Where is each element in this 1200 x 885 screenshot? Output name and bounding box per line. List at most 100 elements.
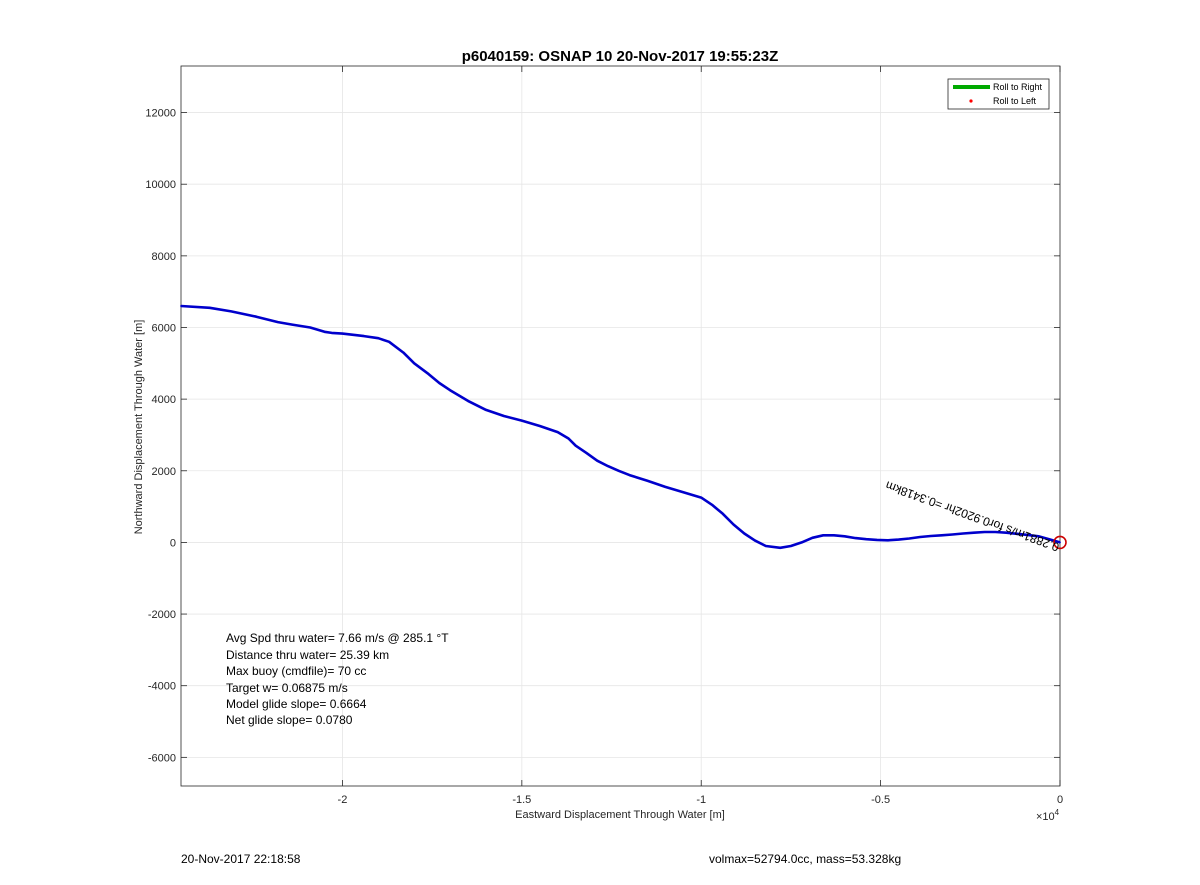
series-point [585, 451, 588, 454]
series-point [1026, 533, 1029, 536]
x-multiplier-exp: 4 [1055, 808, 1060, 817]
x-tick-label: -1 [696, 794, 706, 806]
x-tick-label: -0.5 [871, 794, 890, 806]
series-point [276, 321, 279, 324]
y-tick-label: 10000 [145, 179, 176, 191]
series-point [1048, 538, 1051, 541]
series-point [1016, 532, 1018, 535]
series-point [291, 323, 294, 326]
x-multiplier: ×104 [1036, 808, 1060, 823]
y-tick-label: -4000 [148, 681, 176, 693]
series-line-roll-right [180, 304, 1061, 550]
series-point [743, 532, 746, 535]
series-point [897, 538, 900, 541]
legend-label-roll-left: Roll to Left [993, 96, 1037, 106]
series-point [485, 408, 487, 411]
series-point [180, 305, 182, 307]
series-point [800, 541, 803, 544]
current-vector-label: 0.2881m/s for0.9202hr =0.3418km [884, 478, 1062, 554]
series-point [811, 536, 814, 539]
series-point [1059, 541, 1061, 544]
series-point [1037, 535, 1040, 538]
x-axis-label: Eastward Displacement Through Water [m] [515, 809, 725, 821]
y-tick-label: -6000 [148, 752, 176, 764]
series-point [983, 531, 986, 533]
series-point [230, 310, 233, 313]
series-point [940, 534, 943, 537]
series-point [700, 496, 703, 499]
series-point [754, 539, 756, 542]
series-point [255, 315, 258, 318]
series-point [607, 465, 609, 468]
series-point [330, 331, 333, 334]
stat-max-buoy: Max buoy (cmdfile)= 70 cc [226, 664, 366, 678]
legend-box [947, 78, 1050, 110]
series-point [502, 415, 505, 417]
series-point [711, 503, 713, 506]
footer-volmax: volmax=52794.0cc, mass=53.328kg [709, 852, 902, 866]
footer-timestamp: 20-Nov-2017 22:18:58 [181, 852, 301, 866]
series-point [363, 335, 365, 337]
series-point [972, 531, 975, 534]
series-point [467, 400, 469, 402]
series-point [323, 330, 326, 333]
series-point [520, 419, 523, 422]
series-point [865, 538, 868, 541]
y-tick-label: 2000 [152, 466, 176, 478]
series-point [567, 437, 570, 440]
series-point [664, 485, 667, 488]
series-point [994, 531, 997, 533]
stat-avg-speed: Avg Spd thru water= 7.66 m/s @ 285.1 °T [226, 631, 449, 645]
grid [181, 66, 1061, 786]
series-point [843, 535, 846, 538]
series-point [919, 536, 921, 538]
series-point [309, 326, 312, 329]
y-axis-label: Northward Displacement Through Water [m] [133, 320, 145, 535]
series-point [876, 539, 878, 541]
series-point [556, 431, 559, 433]
y-tick-label: 12000 [145, 108, 176, 120]
series-point [833, 534, 835, 537]
y-tick-label: -2000 [148, 609, 176, 621]
series-point [574, 444, 577, 447]
series-point [951, 533, 954, 536]
series-point [764, 545, 767, 547]
x-tick-label: -2 [338, 794, 348, 806]
y-tick-label: 6000 [152, 322, 176, 334]
stat-model-glide: Model glide slope= 0.6664 [226, 697, 367, 711]
series-layer [180, 304, 1067, 550]
series-point [854, 537, 857, 540]
series-point [886, 539, 889, 542]
y-tick-label: 8000 [152, 251, 176, 263]
stat-net-glide: Net glide slope= 0.0780 [226, 713, 353, 727]
series-point [732, 523, 735, 526]
series-point [721, 512, 724, 515]
series-point [388, 340, 390, 343]
ticks: -2 -1.5 -1 -0.5 0 -6000 -4000 -2000 0 2000 4000 600… [145, 66, 1063, 806]
legend-label-roll-right: Roll to Right [993, 82, 1043, 92]
legend-marker-roll-left [969, 99, 973, 103]
series-point [646, 479, 649, 482]
series-point [682, 491, 685, 494]
series-point [402, 351, 405, 354]
series-point [208, 306, 211, 309]
series-point [427, 373, 430, 375]
axes-box [180, 65, 1061, 787]
legend: Roll to Right Roll to Left [947, 78, 1050, 110]
start-marker [1053, 535, 1067, 550]
stat-target-w: Target w= 0.06875 m/s [226, 681, 348, 695]
series-point [1005, 531, 1008, 534]
x-tick-label: -1.5 [512, 794, 531, 806]
series-point [438, 382, 441, 384]
series-point [929, 535, 932, 537]
x-tick-label: 0 [1057, 794, 1063, 806]
x-multiplier-base: ×10 [1036, 811, 1055, 823]
series-point [822, 534, 825, 537]
series-point [908, 537, 911, 540]
series-point [779, 546, 782, 549]
y-tick-label: 0 [170, 537, 176, 549]
series-point [617, 469, 620, 472]
series-point [538, 425, 541, 427]
chart-title: p6040159: OSNAP 10 20-Nov-2017 19:55:23Z [462, 48, 779, 65]
